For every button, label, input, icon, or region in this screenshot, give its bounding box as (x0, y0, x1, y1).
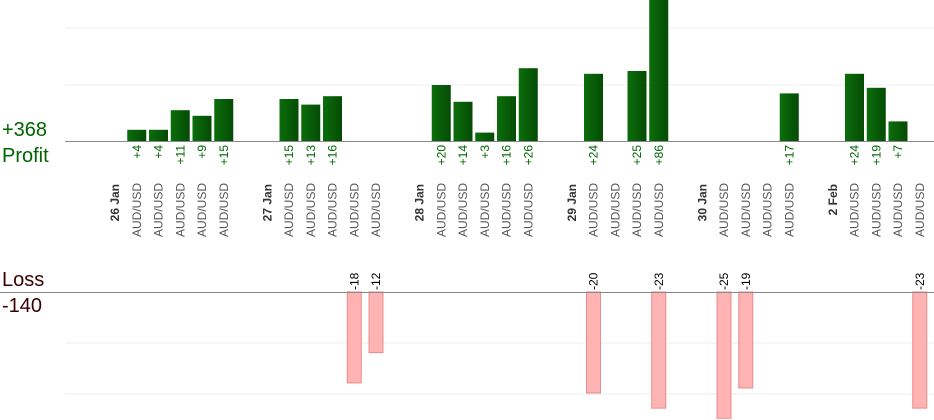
profit-bar (431, 85, 451, 141)
profit-bars (127, 0, 908, 141)
profit-bar (127, 129, 147, 141)
profit-value-label: +15 (217, 145, 231, 166)
profit-value-label: +9 (195, 145, 209, 159)
category-label: AUD/USD (173, 183, 187, 237)
profit-bar (866, 87, 886, 141)
date-label: 28 Jan (413, 184, 427, 221)
category-label: AUD/USD (869, 183, 883, 237)
profit-value-label: +86 (652, 145, 666, 166)
profit-value-label: +4 (130, 145, 144, 159)
loss-total: -140 (2, 295, 43, 317)
loss-value-label: -23 (652, 272, 666, 290)
profit-total: +368 (2, 119, 48, 141)
category-label: AUD/USD (195, 183, 209, 237)
axes (0, 141, 934, 293)
profit-bar (475, 132, 495, 141)
category-label: AUD/USD (782, 183, 796, 237)
profit-value-label: +17 (782, 145, 796, 166)
category-label: AUD/USD (608, 183, 622, 237)
category-label: AUD/USD (891, 183, 905, 237)
category-label: AUD/USD (456, 183, 470, 237)
profit-bar (584, 73, 603, 141)
category-label: AUD/USD (739, 183, 753, 237)
date-label: 27 Jan (260, 184, 274, 221)
category-label: AUD/USD (913, 183, 927, 237)
category-label: AUD/USD (587, 183, 601, 237)
loss-label: Loss (2, 269, 45, 291)
category-label: AUD/USD (152, 183, 166, 237)
date-label: 2 Feb (826, 184, 840, 215)
loss-bar (716, 291, 732, 419)
profit-value-label: +20 (434, 145, 448, 166)
profit-bar (518, 68, 538, 141)
loss-value-label: -20 (587, 272, 601, 290)
date-label: 26 Jan (108, 184, 122, 221)
grid-lines (65, 27, 934, 395)
category-label: AUD/USD (304, 183, 318, 237)
profit-bar (192, 115, 212, 141)
loss-bar (651, 291, 667, 409)
profit-value-label: +14 (456, 145, 470, 166)
profit-value-label: +24 (848, 145, 862, 166)
category-label: AUD/USD (369, 183, 383, 237)
category-label: AUD/USD (282, 183, 296, 237)
profit-value-label: +24 (587, 145, 601, 166)
labels: 26 Jan +4 AUD/USD +4 AUD/USD +11 AUD/USD +9 AUD/… (108, 145, 927, 290)
profit-bar (453, 101, 473, 141)
profit-value-label: +3 (478, 145, 492, 159)
profit-value-label: +26 (521, 145, 535, 166)
loss-value-label: -23 (913, 272, 927, 290)
profit-value-label: +11 (173, 145, 187, 165)
category-label: AUD/USD (478, 183, 492, 237)
category-label: AUD/USD (130, 183, 144, 237)
loss-bar (586, 291, 601, 394)
profit-value-label: +19 (869, 145, 883, 166)
profit-bar (170, 110, 190, 141)
date-label: 29 Jan (565, 184, 579, 221)
profit-bar (497, 96, 516, 141)
category-label: AUD/USD (347, 183, 361, 237)
loss-value-label: -19 (739, 272, 753, 290)
profit-bar (149, 129, 168, 141)
profit-bar (279, 99, 299, 141)
category-label: AUD/USD (217, 183, 231, 237)
category-label: AUD/USD (630, 183, 644, 237)
category-label: AUD/USD (848, 183, 862, 237)
profit-bar (649, 0, 669, 141)
profit-value-label: +25 (630, 145, 644, 166)
loss-value-label: -18 (347, 272, 361, 290)
profit-value-label: +4 (152, 145, 166, 159)
loss-value-label: -25 (717, 272, 731, 290)
category-label: AUD/USD (521, 183, 535, 237)
category-label: AUD/USD (500, 183, 514, 237)
loss-bar (346, 291, 362, 384)
loss-value-label: -12 (369, 272, 383, 290)
category-label: AUD/USD (326, 183, 340, 237)
date-label: 30 Jan (695, 184, 709, 221)
loss-bar (738, 291, 754, 389)
profit-value-label: +13 (304, 145, 318, 166)
loss-bar (368, 291, 384, 354)
loss-bar (912, 291, 928, 409)
profit-bar (301, 104, 321, 141)
category-label: AUD/USD (434, 183, 448, 237)
profit-bar (627, 71, 647, 141)
profit-bar (888, 121, 908, 141)
profit-bar (845, 73, 864, 141)
category-label: AUD/USD (717, 183, 731, 237)
profit-bar (779, 93, 799, 141)
profit-value-label: +7 (891, 145, 905, 159)
profit-value-label: +16 (500, 145, 514, 166)
profit-value-label: +15 (282, 145, 296, 166)
profit-value-label: +16 (326, 145, 340, 166)
loss-bars (346, 291, 928, 419)
profit-bar (323, 96, 342, 141)
profit-label: Profit (2, 145, 49, 167)
category-label: AUD/USD (761, 183, 775, 237)
profit-bar (214, 99, 234, 141)
category-label: AUD/USD (652, 183, 666, 237)
